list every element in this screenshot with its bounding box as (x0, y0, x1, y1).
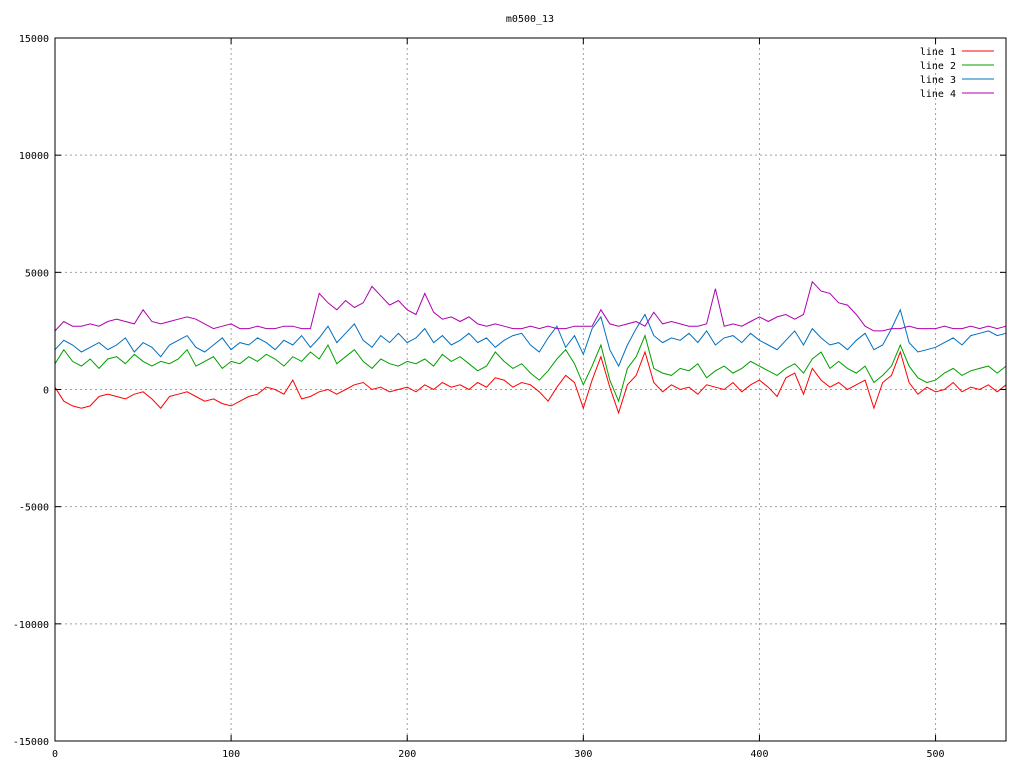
axes: -15000 -10000 -5000 0 5000 10000 15000 0 100 200 3… (13, 34, 1006, 760)
chart-title: m0500_13 (506, 14, 554, 25)
grid (55, 38, 1006, 741)
x-tick-label: 100 (222, 749, 240, 760)
x-tick-label: 200 (398, 749, 416, 760)
x-tick-label: 0 (52, 749, 58, 760)
y-tick-label: 0 (43, 386, 49, 397)
x-tick-label: 300 (574, 749, 592, 760)
y-tick-label: -15000 (13, 737, 49, 748)
x-tick-label: 500 (927, 749, 945, 760)
series-line-1 (54, 350, 1007, 415)
y-tick-label: 5000 (25, 268, 49, 279)
legend-label-1: line 1 (920, 47, 956, 58)
legend-label-2: line 2 (920, 61, 956, 72)
series-line-2 (54, 334, 1007, 403)
x-tick-label: 400 (750, 749, 768, 760)
legend-label-3: line 3 (920, 75, 956, 86)
y-tick-label: 10000 (19, 151, 49, 162)
legend: line 1 line 2 line 3 line 4 (920, 47, 994, 100)
y-tick-label: -5000 (19, 503, 49, 514)
series-layer (54, 280, 1007, 415)
y-tick-label: -10000 (13, 620, 49, 631)
y-tick-label: 15000 (19, 34, 49, 45)
series-line-3 (54, 308, 1007, 368)
series-line-4 (54, 280, 1007, 332)
legend-label-4: line 4 (920, 89, 956, 100)
